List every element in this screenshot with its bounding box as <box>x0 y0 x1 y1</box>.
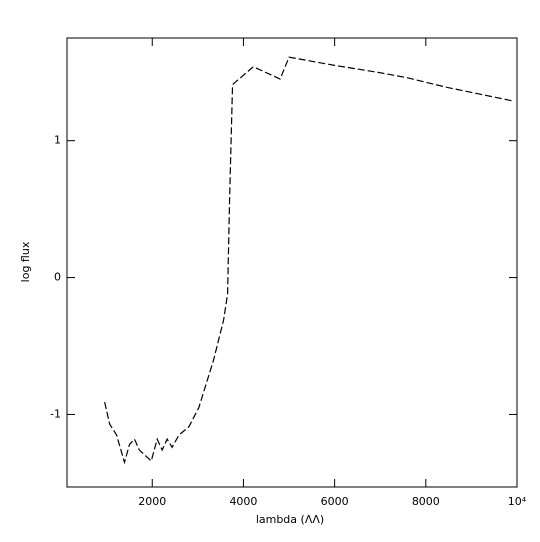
x-tick-label: 8000 <box>412 495 440 508</box>
x-axis-label: lambda (ΛΛ) <box>256 513 324 526</box>
data-line <box>104 56 514 465</box>
plot-frame <box>66 37 518 488</box>
x-tick-label: 6000 <box>321 495 349 508</box>
y-tick-label: 0 <box>54 271 61 284</box>
y-tick-label: 1 <box>54 134 61 147</box>
x-tick-label: 4000 <box>229 495 257 508</box>
y-axis-label: log flux <box>19 241 32 282</box>
x-tick-label: 10⁴ <box>508 495 527 508</box>
y-tick-label: -1 <box>50 407 61 420</box>
x-tick-label: 2000 <box>138 495 166 508</box>
